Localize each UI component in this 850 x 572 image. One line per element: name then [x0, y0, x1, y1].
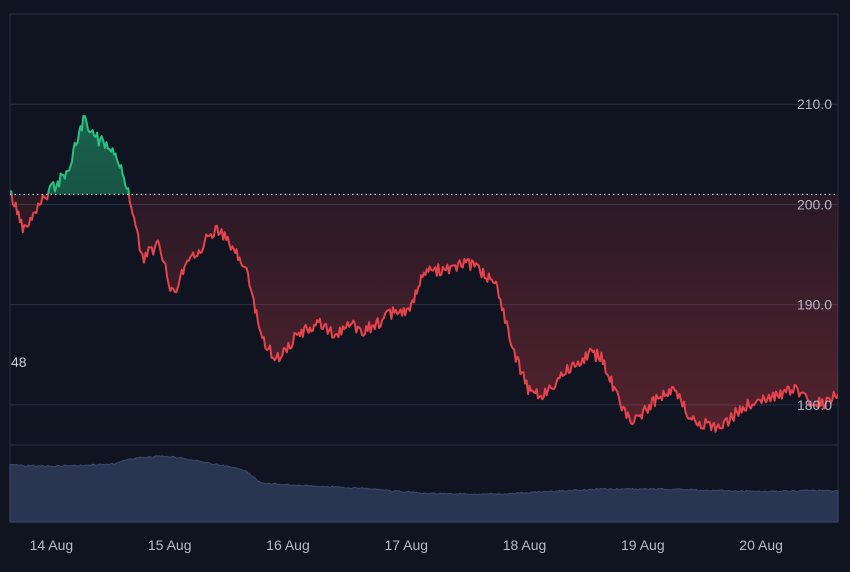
x-tick-label: 16 Aug: [266, 537, 310, 553]
y-tick-label: 200.0: [797, 196, 832, 212]
overlay: 48: [11, 354, 27, 370]
time-axis: 14 Aug 15 Aug 16 Aug 17 Aug 18 Aug 19 Aug 20 A…: [30, 537, 783, 553]
volume-pane: [9, 455, 839, 523]
x-tick-label: 14 Aug: [30, 537, 74, 553]
x-tick-label: 19 Aug: [621, 537, 665, 553]
volume-area: [9, 455, 839, 523]
price-axis: 210.0 200.0 190.0 180.0: [797, 96, 832, 413]
x-tick-label: 20 Aug: [739, 537, 783, 553]
y-tick-label: 190.0: [797, 297, 832, 313]
volume-value-label: 48: [11, 354, 27, 370]
area-above-baseline: [10, 116, 129, 195]
area-below-baseline: [10, 194, 838, 432]
y-tick-label: 180.0: [797, 397, 832, 413]
x-tick-label: 15 Aug: [148, 537, 192, 553]
price-line-down: [10, 194, 838, 433]
price-pane: [10, 115, 838, 433]
y-tick-label: 210.0: [797, 96, 832, 112]
x-tick-label: 17 Aug: [384, 537, 428, 553]
x-tick-label: 18 Aug: [503, 537, 547, 553]
